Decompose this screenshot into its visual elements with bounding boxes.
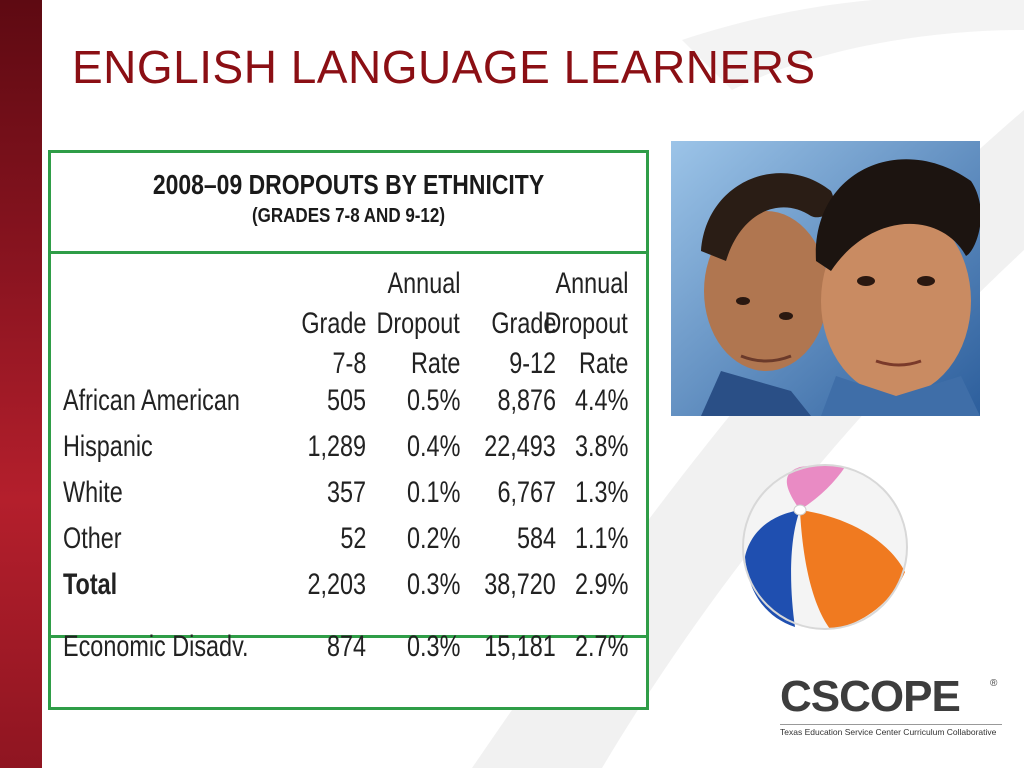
cell-rate-78: 0.4% bbox=[406, 430, 460, 463]
table-title: 2008–09 DROPOUTS BY ETHNICITY bbox=[152, 169, 545, 200]
cell-rate-78: 0.1% bbox=[406, 476, 460, 509]
col-header-dropout-2: Dropout bbox=[544, 307, 628, 340]
cell-rate-912: 1.1% bbox=[574, 522, 628, 555]
cell-rate-912: 2.7% bbox=[574, 630, 628, 663]
row-label: African American bbox=[63, 384, 240, 417]
table-subtitle: (GRADES 7-8 AND 9-12) bbox=[251, 205, 446, 227]
cell-grade-912: 8,876 bbox=[497, 384, 556, 417]
table-row-footer: Economic Disadv. 874 0.3% 15,181 2.7% bbox=[51, 630, 646, 676]
col-header-dropout-1: Dropout bbox=[376, 307, 460, 340]
cell-rate-78: 0.5% bbox=[406, 384, 460, 417]
cell-grade-912: 22,493 bbox=[484, 430, 556, 463]
col-header-rate-2: Rate bbox=[578, 347, 628, 380]
cscope-logo: CSCOPE ® Texas Education Service Center … bbox=[780, 672, 1002, 742]
col-header-annual-1: Annual bbox=[387, 267, 460, 300]
cscope-wordmark: CSCOPE bbox=[780, 672, 961, 721]
cell-grade-912: 15,181 bbox=[484, 630, 556, 663]
table-grid: Annual Annual Grade Dropout Grade Dropou… bbox=[51, 254, 646, 676]
column-header-row: Annual Annual bbox=[51, 264, 646, 304]
cell-rate-78: 0.3% bbox=[406, 568, 460, 601]
cell-grade-912: 584 bbox=[516, 522, 556, 555]
cell-rate-912: 2.9% bbox=[574, 568, 628, 601]
row-label-total: Total bbox=[63, 568, 118, 601]
cell-grade-78: 874 bbox=[326, 630, 366, 663]
cell-rate-912: 4.4% bbox=[574, 384, 628, 417]
cell-grade-78: 1,289 bbox=[307, 430, 366, 463]
column-header-row: Grade Dropout Grade Dropout bbox=[51, 304, 646, 344]
col-header-rate-1: Rate bbox=[410, 347, 460, 380]
col-header-78: 7-8 bbox=[332, 347, 366, 380]
table-row: African American 505 0.5% 8,876 4.4% bbox=[51, 384, 646, 430]
row-label: White bbox=[63, 476, 123, 509]
col-header-grade-912: Grade bbox=[490, 307, 556, 340]
cell-grade-912: 6,767 bbox=[497, 476, 556, 509]
row-label: Hispanic bbox=[63, 430, 153, 463]
cell-grade-78: 505 bbox=[326, 384, 366, 417]
registered-mark: ® bbox=[990, 678, 998, 689]
col-header-grade-78: Grade bbox=[300, 307, 366, 340]
table-row: White 357 0.1% 6,767 1.3% bbox=[51, 476, 646, 522]
cell-rate-912: 3.8% bbox=[574, 430, 628, 463]
beach-ball-image bbox=[742, 464, 908, 630]
table-divider bbox=[51, 635, 646, 638]
cell-grade-78: 357 bbox=[326, 476, 366, 509]
row-label: Other bbox=[63, 522, 122, 555]
column-header-row: 7-8 Rate 9-12 Rate bbox=[51, 344, 646, 384]
table-header-block: 2008–09 DROPOUTS BY ETHNICITY (GRADES 7-… bbox=[51, 153, 646, 254]
cell-rate-78: 0.3% bbox=[406, 630, 460, 663]
row-label: Economic Disadv. bbox=[63, 630, 249, 663]
col-header-annual-2: Annual bbox=[555, 267, 628, 300]
cell-grade-78: 2,203 bbox=[307, 568, 366, 601]
left-accent-bar bbox=[0, 0, 42, 768]
cell-rate-78: 0.2% bbox=[406, 522, 460, 555]
table-row: Hispanic 1,289 0.4% 22,493 3.8% bbox=[51, 430, 646, 476]
dropout-table: 2008–09 DROPOUTS BY ETHNICITY (GRADES 7-… bbox=[48, 150, 649, 710]
cell-grade-912: 38,720 bbox=[484, 568, 556, 601]
students-photo bbox=[671, 141, 980, 416]
cell-grade-78: 52 bbox=[339, 522, 366, 555]
col-header-912: 9-12 bbox=[509, 347, 556, 380]
table-row: Other 52 0.2% 584 1.1% bbox=[51, 522, 646, 568]
cscope-tagline: Texas Education Service Center Curriculu… bbox=[780, 724, 1002, 737]
table-row-total: Total 2,203 0.3% 38,720 2.9% bbox=[51, 568, 646, 614]
cell-rate-912: 1.3% bbox=[574, 476, 628, 509]
slide-title: ENGLISH LANGUAGE LEARNERS bbox=[72, 41, 816, 93]
